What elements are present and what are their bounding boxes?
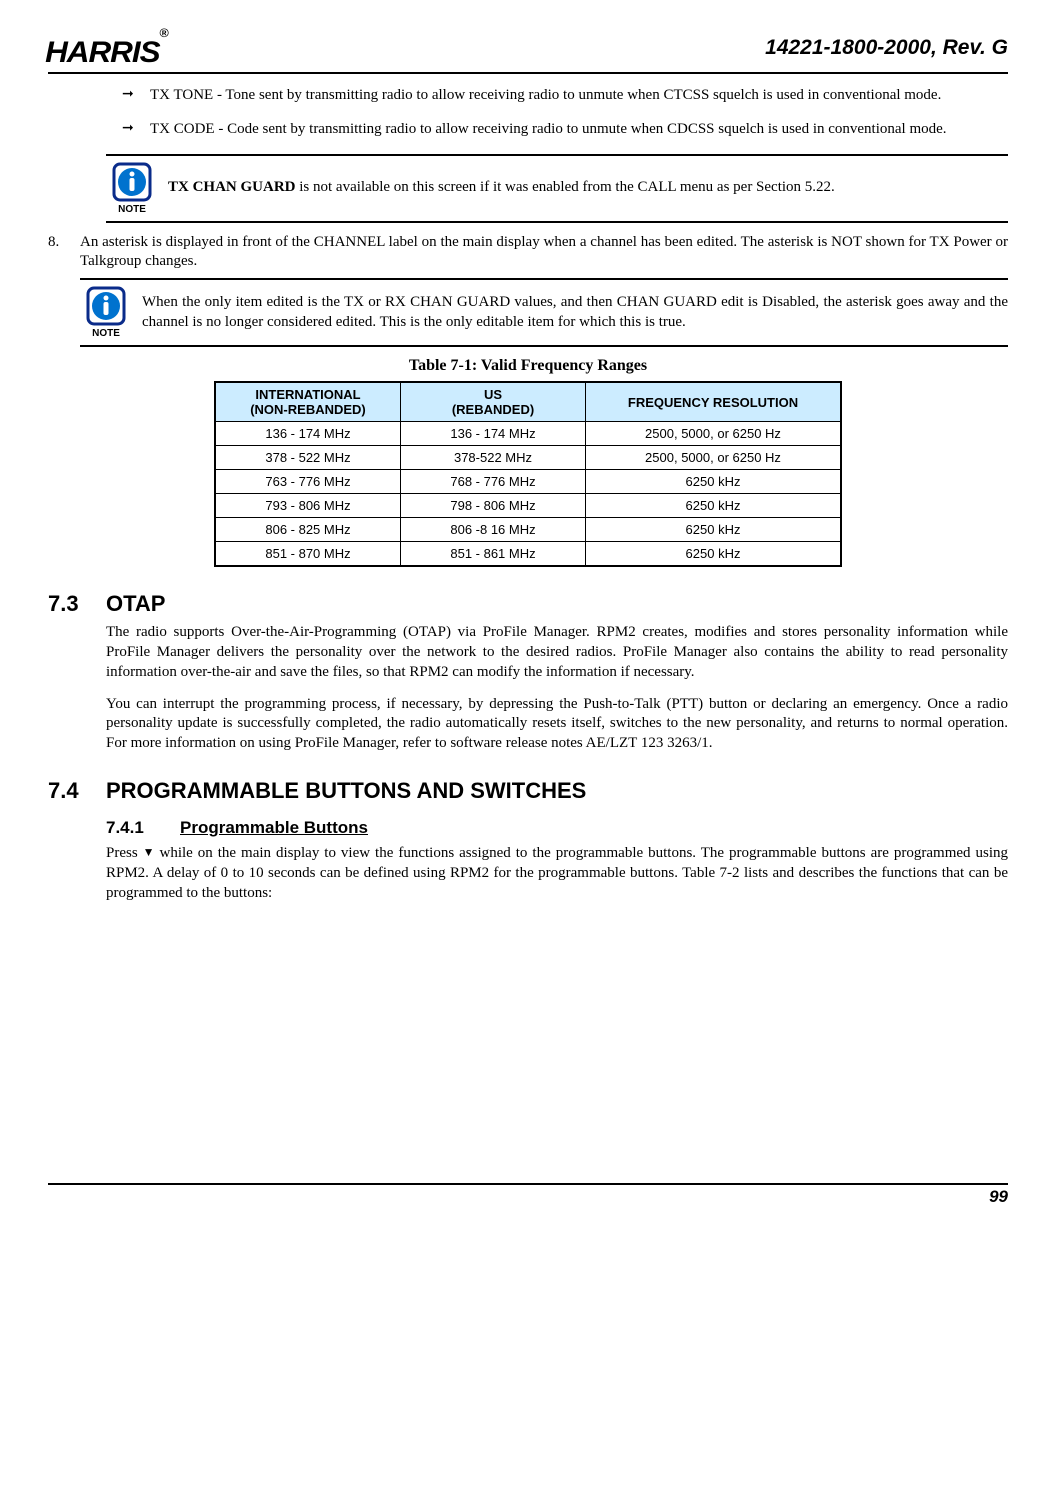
cell: 378 - 522 MHz [215,446,401,470]
info-icon [112,162,152,202]
table-row: 378 - 522 MHz378-522 MHz2500, 5000, or 6… [215,446,841,470]
col-h1a: INTERNATIONAL [255,387,360,402]
note-icon-container: NOTE [106,162,158,215]
col-us: US(REBANDED) [401,382,586,422]
col-international: INTERNATIONAL(NON-REBANDED) [215,382,401,422]
note-rest: is not available on this screen if it wa… [296,179,835,195]
tx-code-label: TX CODE [150,121,215,137]
table-body: 136 - 174 MHz136 - 174 MHz2500, 5000, or… [215,422,841,567]
table-caption: Table 7-1: Valid Frequency Ranges [48,357,1008,375]
info-icon [86,286,126,326]
page-number: 99 [989,1187,1008,1206]
p1b: while on the main display to view the fu… [106,845,1008,901]
logo-reg: ® [160,26,168,40]
cell: 768 - 776 MHz [401,470,586,494]
bullet-tx-code: TX CODE - Code sent by transmitting radi… [106,120,1008,140]
page-header: HARRIS® 14221-1800-2000, Rev. G [48,36,1008,74]
cell: 851 - 870 MHz [215,542,401,567]
p1a: Press [106,845,143,861]
table-row: 763 - 776 MHz768 - 776 MHz6250 kHz [215,470,841,494]
table-header-row: INTERNATIONAL(NON-REBANDED) US(REBANDED)… [215,382,841,422]
note-text: TX CHAN GUARD is not available on this s… [158,178,1008,198]
bullet-list: TX TONE - Tone sent by transmitting radi… [106,86,1008,140]
subsec-title: Programmable Buttons [180,818,368,837]
table-row: 851 - 870 MHz851 - 861 MHz6250 kHz [215,542,841,567]
section-7-4-1: 7.4.1Programmable Buttons [106,818,1008,838]
sec-num: 7.4 [48,778,106,804]
sec-7-3-p2: You can interrupt the programming proces… [106,695,1008,754]
cell: 806 - 825 MHz [215,518,401,542]
note-label: NOTE [80,328,132,339]
tx-code-rest: - Code sent by transmitting radio to all… [215,121,947,137]
main-content: TX TONE - Tone sent by transmitting radi… [106,86,1008,140]
harris-logo: HARRIS® [45,36,168,70]
note-label: NOTE [106,204,158,215]
note-bold: TX CHAN GUARD [168,179,296,195]
cell: 793 - 806 MHz [215,494,401,518]
section-7-4: 7.4PROGRAMMABLE BUTTONS AND SWITCHES [48,778,1008,804]
section-7-3: 7.3OTAP [48,591,1008,617]
sec-title: PROGRAMMABLE BUTTONS AND SWITCHES [106,778,586,803]
bullet-text: TX TONE - Tone sent by transmitting radi… [150,87,941,103]
list-item-8: 8. An asterisk is displayed in front of … [48,233,1008,273]
cell: 763 - 776 MHz [215,470,401,494]
cell: 851 - 861 MHz [401,542,586,567]
sec-num: 7.3 [48,591,106,617]
item-text: An asterisk is displayed in front of the… [80,233,1008,273]
frequency-table: INTERNATIONAL(NON-REBANDED) US(REBANDED)… [214,381,842,567]
bullet-text: TX CODE - Code sent by transmitting radi… [150,121,947,137]
table-row: 793 - 806 MHz798 - 806 MHz6250 kHz [215,494,841,518]
col-h3: FREQUENCY RESOLUTION [628,395,798,410]
sec-title: OTAP [106,591,165,616]
cell: 136 - 174 MHz [215,422,401,446]
cell: 136 - 174 MHz [401,422,586,446]
table-row: 136 - 174 MHz136 - 174 MHz2500, 5000, or… [215,422,841,446]
cell: 6250 kHz [586,518,842,542]
page-footer: 99 [48,1183,1008,1207]
cell: 806 -8 16 MHz [401,518,586,542]
col-h2a: US [484,387,502,402]
cell: 6250 kHz [586,542,842,567]
sec-7-4-1-p1: Press ▼ while on the main display to vie… [106,844,1008,903]
col-h2b: (REBANDED) [452,402,534,417]
cell: 6250 kHz [586,470,842,494]
logo-text: HARRIS [45,36,159,69]
subsec-num: 7.4.1 [106,818,180,838]
cell: 6250 kHz [586,494,842,518]
item-number: 8. [48,233,80,253]
cell: 378-522 MHz [401,446,586,470]
col-resolution: FREQUENCY RESOLUTION [586,382,842,422]
note-text: When the only item edited is the TX or R… [132,293,1008,333]
tx-tone-rest: - Tone sent by transmitting radio to all… [213,87,941,103]
document-id: 14221-1800-2000, Rev. G [765,36,1008,60]
cell: 2500, 5000, or 6250 Hz [586,422,842,446]
note-chan-guard: NOTE TX CHAN GUARD is not available on t… [106,154,1008,223]
bullet-tx-tone: TX TONE - Tone sent by transmitting radi… [106,86,1008,106]
down-triangle-icon: ▼ [143,845,155,861]
note-icon-container: NOTE [80,286,132,339]
cell: 2500, 5000, or 6250 Hz [586,446,842,470]
note-edited: NOTE When the only item edited is the TX… [80,278,1008,347]
tx-tone-label: TX TONE [150,87,213,103]
table-row: 806 - 825 MHz806 -8 16 MHz6250 kHz [215,518,841,542]
cell: 798 - 806 MHz [401,494,586,518]
col-h1b: (NON-REBANDED) [250,402,366,417]
sec-7-3-p1: The radio supports Over-the-Air-Programm… [106,623,1008,682]
